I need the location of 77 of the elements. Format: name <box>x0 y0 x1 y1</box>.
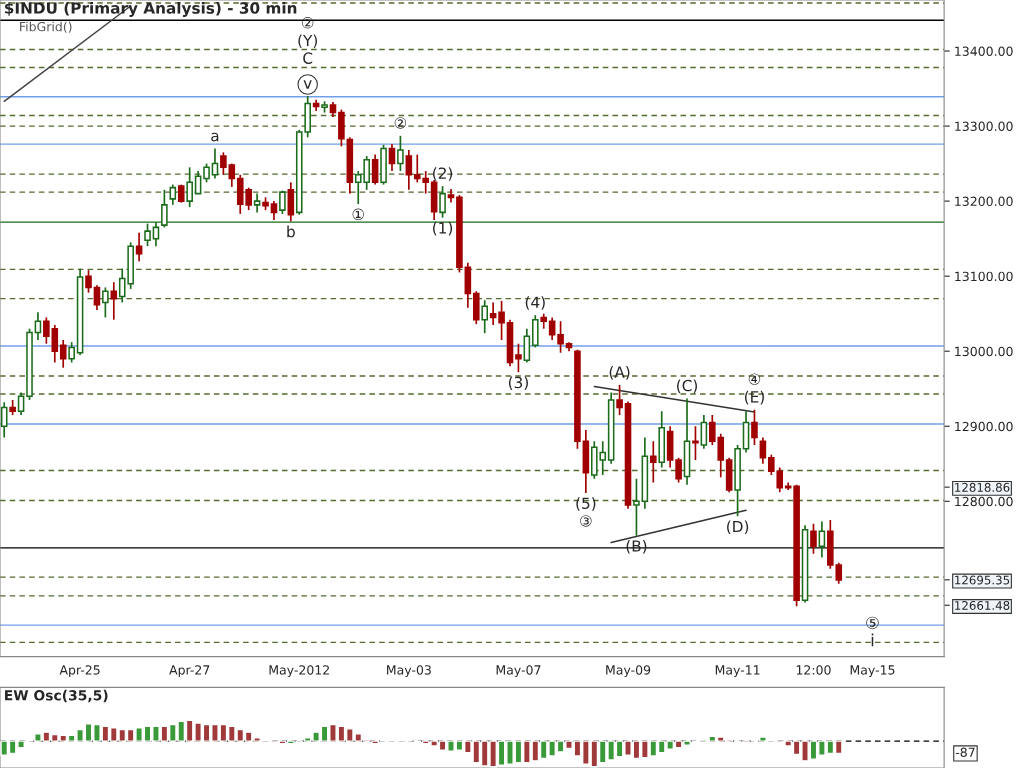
annotation: v <box>303 80 312 89</box>
candlestick <box>85 269 92 294</box>
x-tick-label: May-09 <box>606 665 651 678</box>
x-tick-label: Apr-27 <box>169 665 210 678</box>
candlestick <box>211 147 219 180</box>
candlestick <box>810 522 817 555</box>
candlestick <box>751 408 758 446</box>
candlestick <box>43 316 50 345</box>
candlestick <box>650 440 657 484</box>
candlestick <box>253 192 261 214</box>
candlestick <box>700 414 708 450</box>
candlestick <box>759 436 767 465</box>
x-tick-label: Apr-25 <box>59 665 100 678</box>
candlestick <box>102 286 109 319</box>
y-tick-label: 13200.00 <box>955 196 1013 207</box>
candlestick <box>405 149 413 191</box>
annotation: (A) <box>609 366 630 380</box>
candlestick <box>0 401 8 439</box>
x-tick-label: May-2012 <box>269 665 329 678</box>
annotation: ① <box>352 208 364 221</box>
candlestick <box>135 231 143 262</box>
candlestick <box>818 520 826 559</box>
annotation: b <box>287 225 295 238</box>
y-tick-label: 13000.00 <box>955 346 1013 357</box>
annotation: (D) <box>727 520 749 535</box>
annotation: (3) <box>508 376 528 391</box>
candlestick <box>169 183 177 206</box>
candlestick <box>203 162 210 184</box>
candlestick <box>481 299 489 335</box>
annotation: a <box>211 132 219 142</box>
annotation: ④ (E) <box>744 373 764 405</box>
candlestick <box>34 311 42 341</box>
candlestick <box>388 143 396 172</box>
candlestick <box>675 456 682 484</box>
candlestick <box>616 384 623 416</box>
y-tick-label: 12695.35 <box>955 575 1010 585</box>
candlestick <box>557 320 564 354</box>
candlestick <box>489 301 497 326</box>
candlestick <box>51 324 59 364</box>
candlestick <box>515 342 522 374</box>
candlestick <box>110 281 118 321</box>
y-tick-label: 12900.00 <box>955 421 1013 432</box>
candlestick <box>17 391 25 416</box>
candlestick <box>548 316 556 341</box>
candlestick <box>270 200 278 221</box>
x-tick-label: 12:00 <box>796 665 831 675</box>
annotation: i <box>871 633 874 647</box>
annotation: FibGrid() <box>20 21 72 33</box>
x-tick-label: May-03 <box>387 665 431 678</box>
y-tick-label: 12661.48 <box>955 600 1010 610</box>
annotation: (C) <box>677 379 697 394</box>
candlestick <box>439 185 446 219</box>
candlestick <box>68 341 75 364</box>
annotation: (4) <box>525 296 545 310</box>
x-tick-label: May-07 <box>496 665 541 678</box>
candlestick <box>498 300 505 341</box>
x-tick-label: May-15 <box>850 665 895 678</box>
y-tick-label: 13100.00 <box>955 271 1013 282</box>
candlestick <box>220 151 227 176</box>
annotation: ⑤ <box>866 616 879 630</box>
chart-title: EW Osc(35,5) <box>5 689 108 703</box>
candlestick <box>397 134 404 172</box>
candlestick <box>633 477 640 537</box>
y-tick-label: 13400.00 <box>955 46 1013 56</box>
y-tick-label: 12818.86 <box>955 482 1010 492</box>
candlestick <box>59 339 67 369</box>
annotation: (2) <box>433 167 453 181</box>
candlestick <box>186 166 193 208</box>
candlestick <box>371 153 379 186</box>
annotation: (1) <box>433 221 453 236</box>
candlestick <box>692 425 699 461</box>
annotation: ② <box>394 117 407 129</box>
annotation: (5) ③ <box>576 497 596 527</box>
x-tick-label: May-11 <box>715 665 760 678</box>
text: -87 <box>955 747 975 758</box>
y-tick-label: 12800.00 <box>955 496 1013 507</box>
y-tick-label: 13300.00 <box>955 121 1013 131</box>
